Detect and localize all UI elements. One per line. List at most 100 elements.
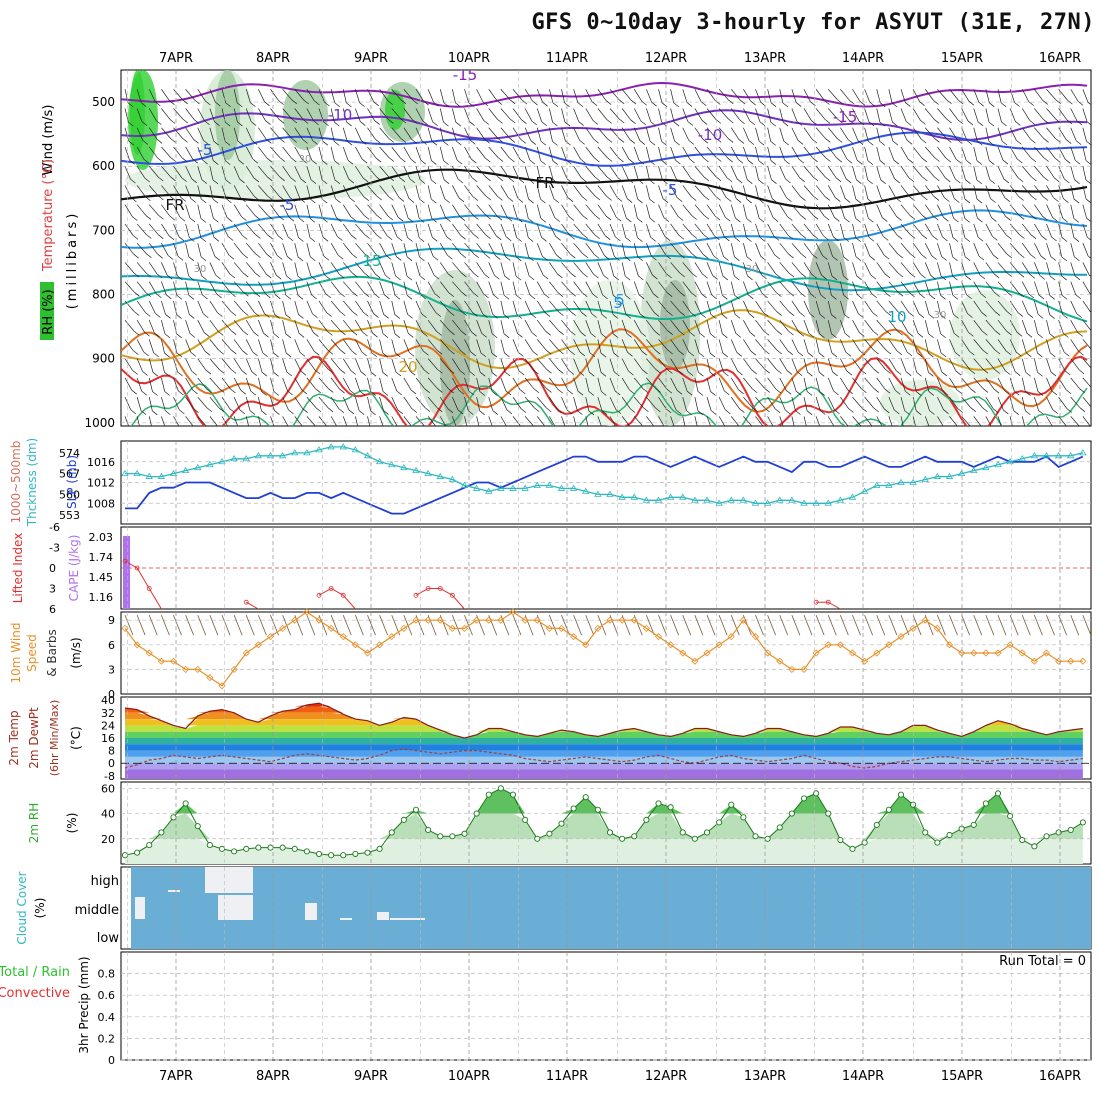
wind-barb-flag [461,311,467,316]
wind-barb-flag [364,234,370,239]
wind-barb-flag [746,237,752,242]
wind-barb-flag [1055,99,1061,105]
wind-barb-flag [944,428,949,432]
date-label-bottom: 16APR [1039,1069,1081,1084]
rh2m-point [679,829,686,836]
wind-barb-flag [566,409,573,415]
wind-barb-flag [896,234,903,240]
slp-ytick-left: 560 [59,488,80,501]
wind-barb [294,243,299,257]
wind-barb-flag [279,157,285,162]
wind-barb [937,223,943,238]
wind-barb-flag [957,119,964,125]
wind10-barb [209,615,219,636]
wind-barb [294,358,302,372]
wind-barb-flag [904,430,909,434]
wind-barb [391,108,402,120]
wind-barb-flag [243,311,249,316]
wind-barb-flag [276,274,282,280]
wind-barb [924,204,934,217]
wind-barb-flag [1029,273,1035,279]
wind-barb-flag [1050,256,1056,261]
wind-barb [148,262,158,275]
date-label-top: 16APR [1039,51,1081,66]
wind-barb-flag [193,139,199,144]
wind-barb [173,127,183,139]
wind-barb-flag [1005,350,1012,356]
wind-barb [245,166,255,179]
wind-barb [767,358,777,370]
wind-barb [1046,223,1052,238]
wind-barb-flag [739,408,745,413]
wind-barb-flag [301,389,308,395]
wind-barb-flag [867,198,874,204]
thickness-point [412,466,420,474]
wind-barb-flag [482,101,489,107]
wind-barb [633,358,643,371]
wind-barb [233,377,242,391]
wind-barb-flag [530,313,537,318]
wind-barb [161,358,165,373]
wind10-point [412,616,420,624]
wind-barb-flag [339,292,345,298]
wind-barb-flag [591,101,598,107]
wind-barb-flag [727,157,733,163]
wind-barb [779,127,785,142]
wind-barb-flag [843,294,849,300]
wind-barb [730,127,740,140]
wind-barb [185,185,192,199]
wind-barb [452,377,460,391]
wind-barb [536,281,545,295]
wind-barb [791,319,800,333]
wind-barb-flag [423,100,429,106]
wind-barb-flag [643,427,648,431]
rh2m-point [752,833,759,840]
wind-barb [1009,262,1020,274]
wind-barb [585,165,596,178]
wind-barb-flag [255,272,261,278]
wind-barb [791,185,801,197]
wind-barb [379,185,389,197]
wind-barb [973,358,984,370]
wind-barb [282,358,288,373]
temp-band [125,763,1083,770]
wind10-ylabel-unit: (m/s) [69,637,83,668]
wind-barb [694,127,704,140]
wind-barb-flag [710,333,716,339]
wind10-point [218,682,226,690]
wind-barb-flag [493,294,499,300]
wind10-barb [682,615,692,636]
wind-barb-flag [338,254,344,260]
wind-barb [427,108,433,122]
wind-barb [609,262,615,277]
wind-barb [876,166,881,180]
wind-barb-flag [687,121,694,126]
wind-barb [585,281,593,295]
wind-barb-flag [254,215,261,220]
wind-barb-flag [873,388,880,393]
wind10-point [933,624,941,632]
wind-barb [585,397,590,411]
wind10-barb [1058,615,1067,636]
wind-barb-flag [373,101,379,107]
wind-barb-flag [1089,293,1091,295]
temp2m-ylabel-1: 2m Temp [7,710,21,765]
wind-barb [888,242,899,255]
wind-barb [355,185,365,197]
wind-barb-flag [785,409,791,415]
wind-barb-flag [662,179,668,184]
wind-barb-flag [1051,236,1057,242]
wind-barb [573,204,583,216]
wind-barb-flag [725,216,731,222]
rh2m-ytick: 60 [101,782,115,795]
wind-barb-flag [214,121,220,126]
wind-barb [888,146,895,161]
wind-barb [633,300,641,314]
wind-barb-flag [982,407,988,413]
wind-barb-flag [564,102,570,108]
slp-ylabel-thk1: 1000~500mb [9,441,23,524]
wind-barb [1082,204,1087,219]
wind-barb-flag [774,254,781,260]
thickness-point [351,446,360,453]
wind-barb [379,108,389,120]
